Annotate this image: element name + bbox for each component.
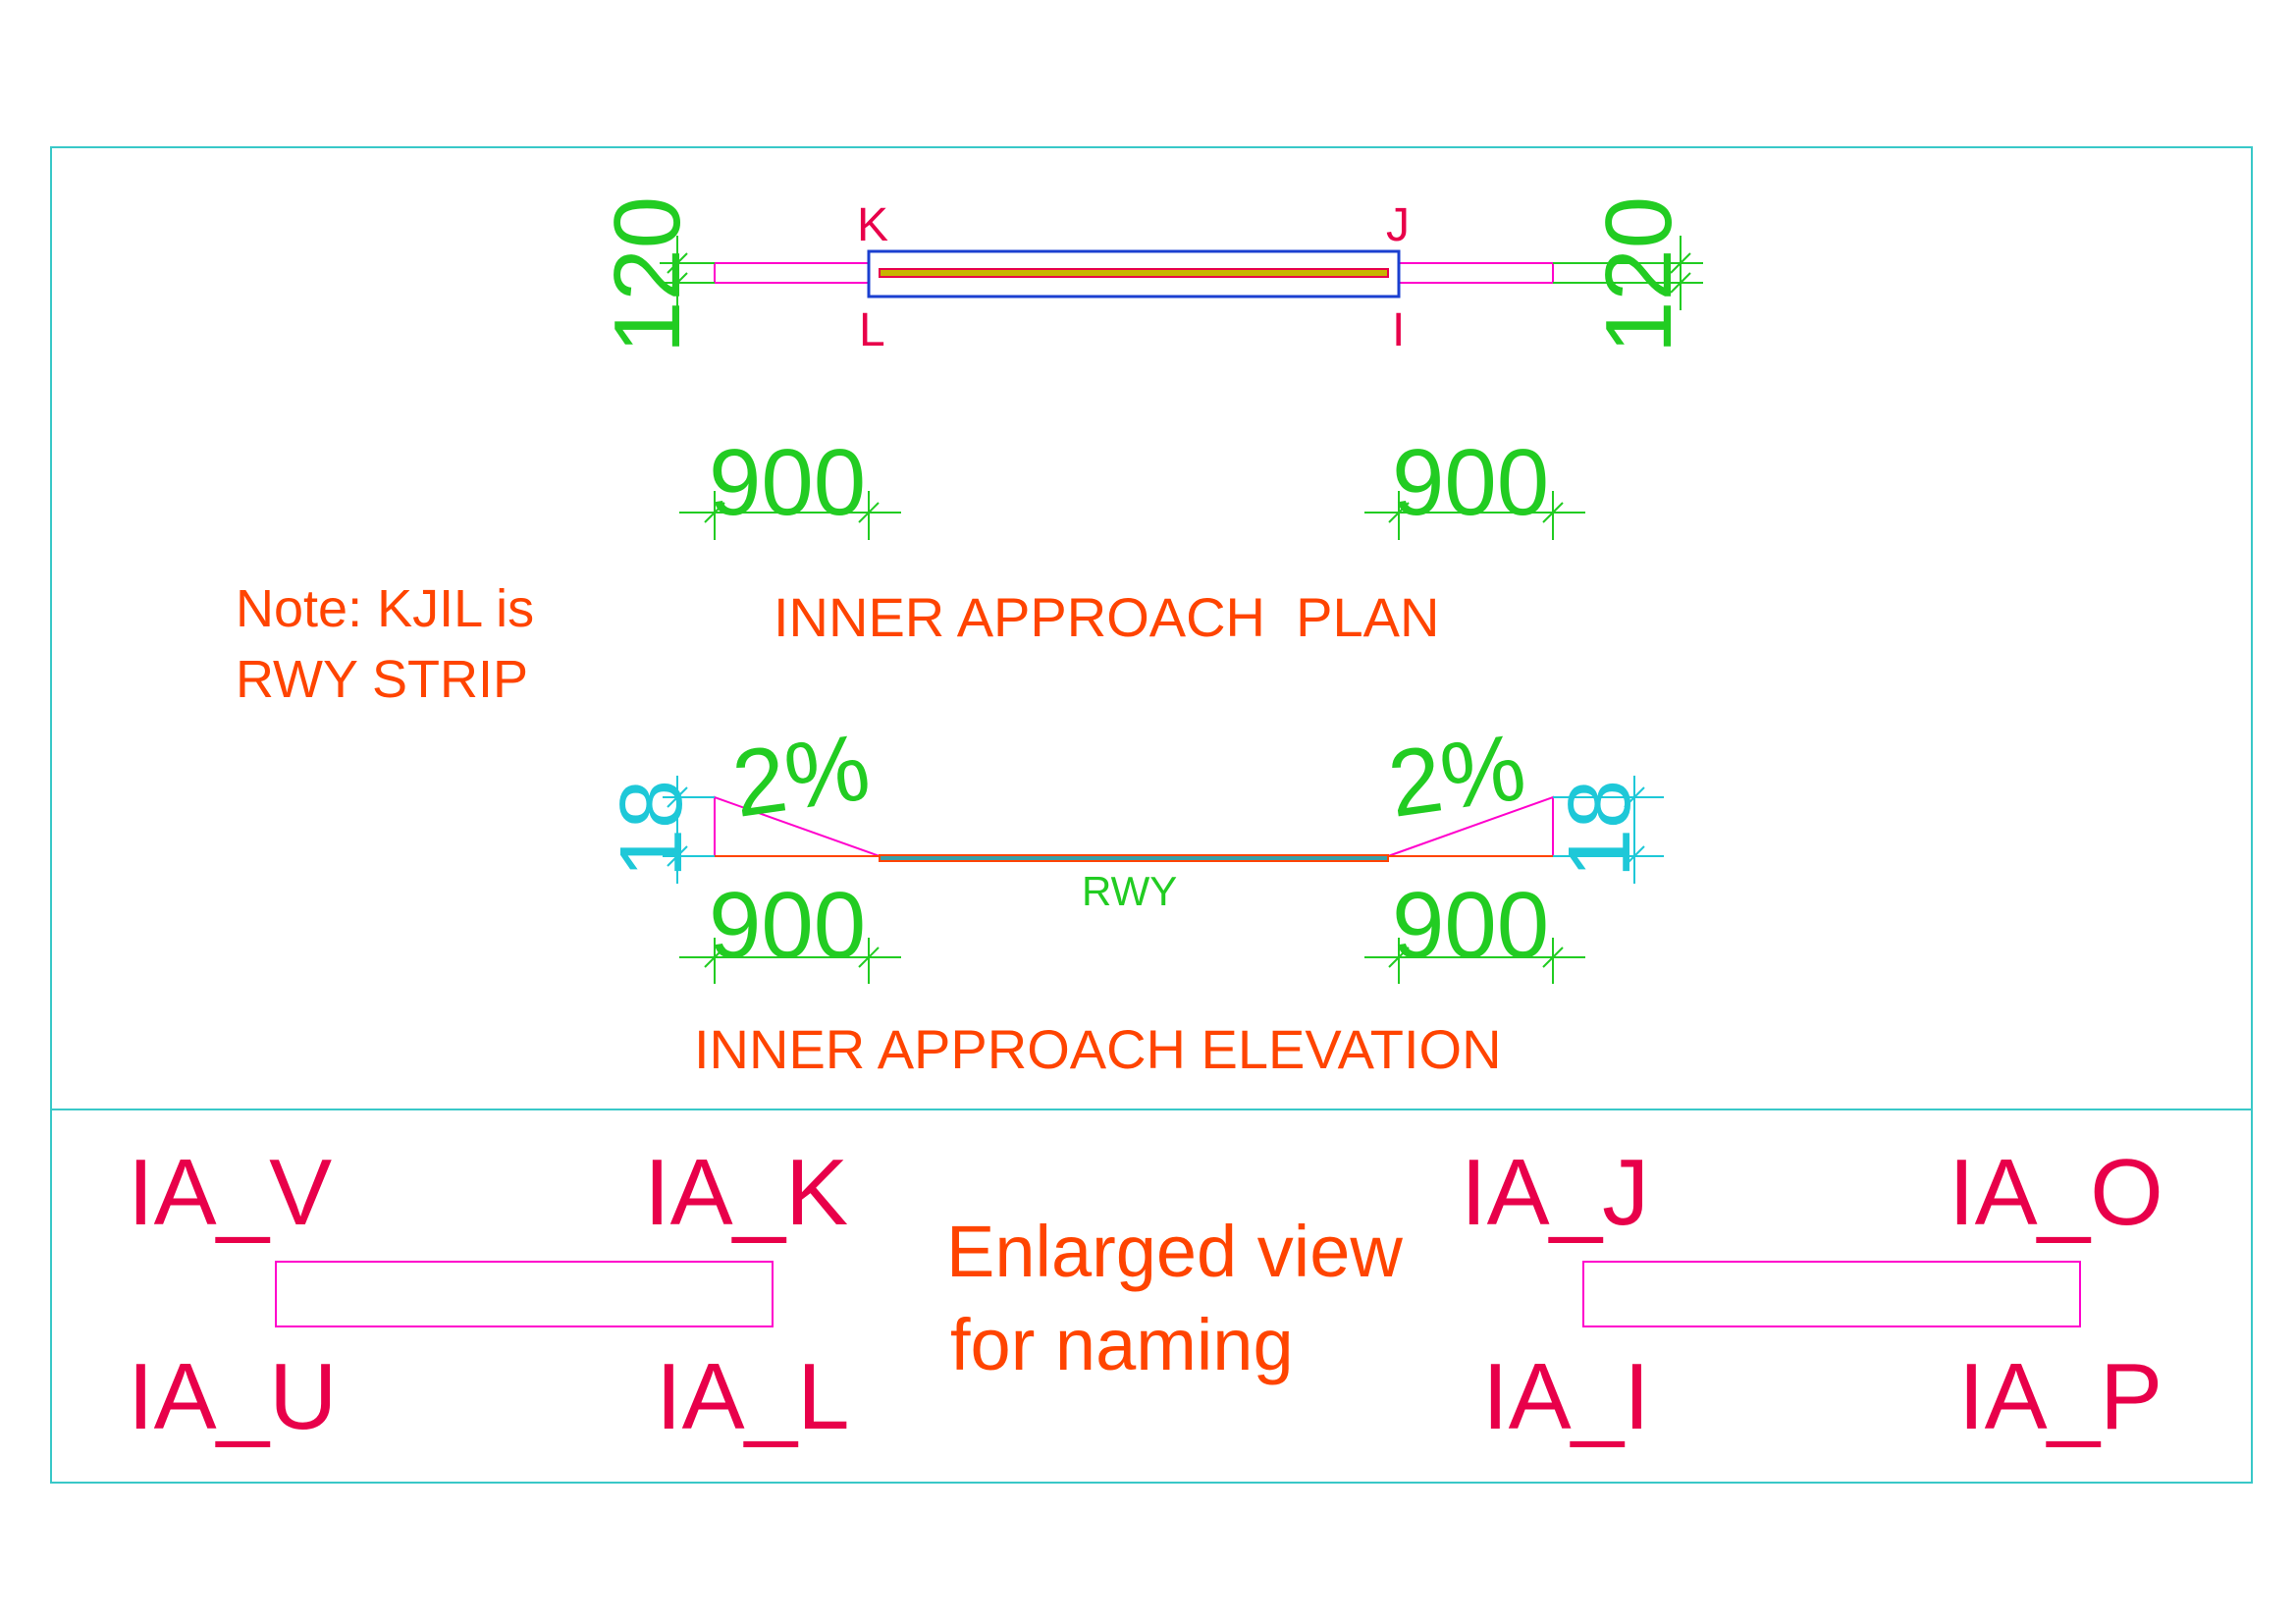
plan-length-dim-right-text: 900 xyxy=(1392,430,1549,535)
plan-title: INNER APPROACH PLAN xyxy=(774,586,1439,648)
elevation-length-dim-right-text: 900 xyxy=(1392,873,1549,978)
plan-length-dimension-right xyxy=(1364,491,1585,540)
plan-width-dimension-left xyxy=(660,236,715,310)
elevation-slope-right-label: 2% xyxy=(1382,715,1531,838)
plan-approach-right xyxy=(1398,262,1554,284)
note-line-1: Note: KJIL is xyxy=(236,579,534,638)
enlarged-caption-line-2: for naming xyxy=(950,1304,1294,1385)
elevation-runway xyxy=(879,854,1389,862)
enlarged-right-rect xyxy=(1582,1261,2081,1327)
elevation-title: INNER APPROACH ELEVATION xyxy=(694,1018,1502,1080)
lower-frame xyxy=(50,1109,2253,1484)
elevation-height-dimension-right xyxy=(1553,776,1664,884)
plan-corner-k: K xyxy=(857,199,888,251)
elevation-height-dim-left-text: 18 xyxy=(603,780,701,878)
label-ia-l: IA_L xyxy=(656,1344,849,1449)
label-ia-o: IA_O xyxy=(1949,1140,2163,1245)
plan-corner-i: I xyxy=(1392,304,1405,356)
label-ia-u: IA_U xyxy=(128,1344,337,1449)
plan-runway xyxy=(879,268,1389,278)
label-ia-i: IA_I xyxy=(1482,1344,1650,1449)
plan-width-dim-left-text: 120 xyxy=(595,196,700,353)
plan-corner-l: L xyxy=(859,304,885,356)
elevation-height-dimension-left xyxy=(663,776,715,884)
plan-corner-j: J xyxy=(1386,199,1410,251)
elevation-length-dim-left-text: 900 xyxy=(709,873,866,978)
plan-length-dim-left-text: 900 xyxy=(709,430,866,535)
note-line-2: RWY STRIP xyxy=(236,650,528,709)
label-ia-v: IA_V xyxy=(128,1140,332,1245)
elevation-slope-left-label: 2% xyxy=(726,715,876,838)
label-ia-k: IA_K xyxy=(644,1140,848,1245)
enlarged-left-rect xyxy=(275,1261,774,1327)
elevation-view: RWY 2% 2% 18 18 900 xyxy=(603,715,1664,1080)
plan-length-dimension-left xyxy=(679,491,901,540)
enlarged-view: IA_V IA_K IA_U IA_L Enlarged view for na… xyxy=(128,1140,2163,1449)
elevation-runway-label: RWY xyxy=(1082,868,1177,914)
plan-view: K J L I 120 120 900 xyxy=(595,196,1703,648)
note: Note: KJIL is RWY STRIP xyxy=(236,579,534,709)
plan-runway-strip xyxy=(867,249,1401,298)
plan-approach-left xyxy=(714,262,870,284)
elevation-length-dimension-left xyxy=(679,938,901,984)
label-ia-p: IA_P xyxy=(1958,1344,2163,1449)
label-ia-j: IA_J xyxy=(1461,1140,1649,1245)
enlarged-caption-line-1: Enlarged view xyxy=(946,1211,1403,1292)
elevation-height-dim-right-text: 18 xyxy=(1551,780,1649,878)
plan-width-dimension-right xyxy=(1553,236,1703,310)
elevation-length-dimension-right xyxy=(1364,938,1585,984)
plan-width-dim-right-text: 120 xyxy=(1586,196,1691,353)
